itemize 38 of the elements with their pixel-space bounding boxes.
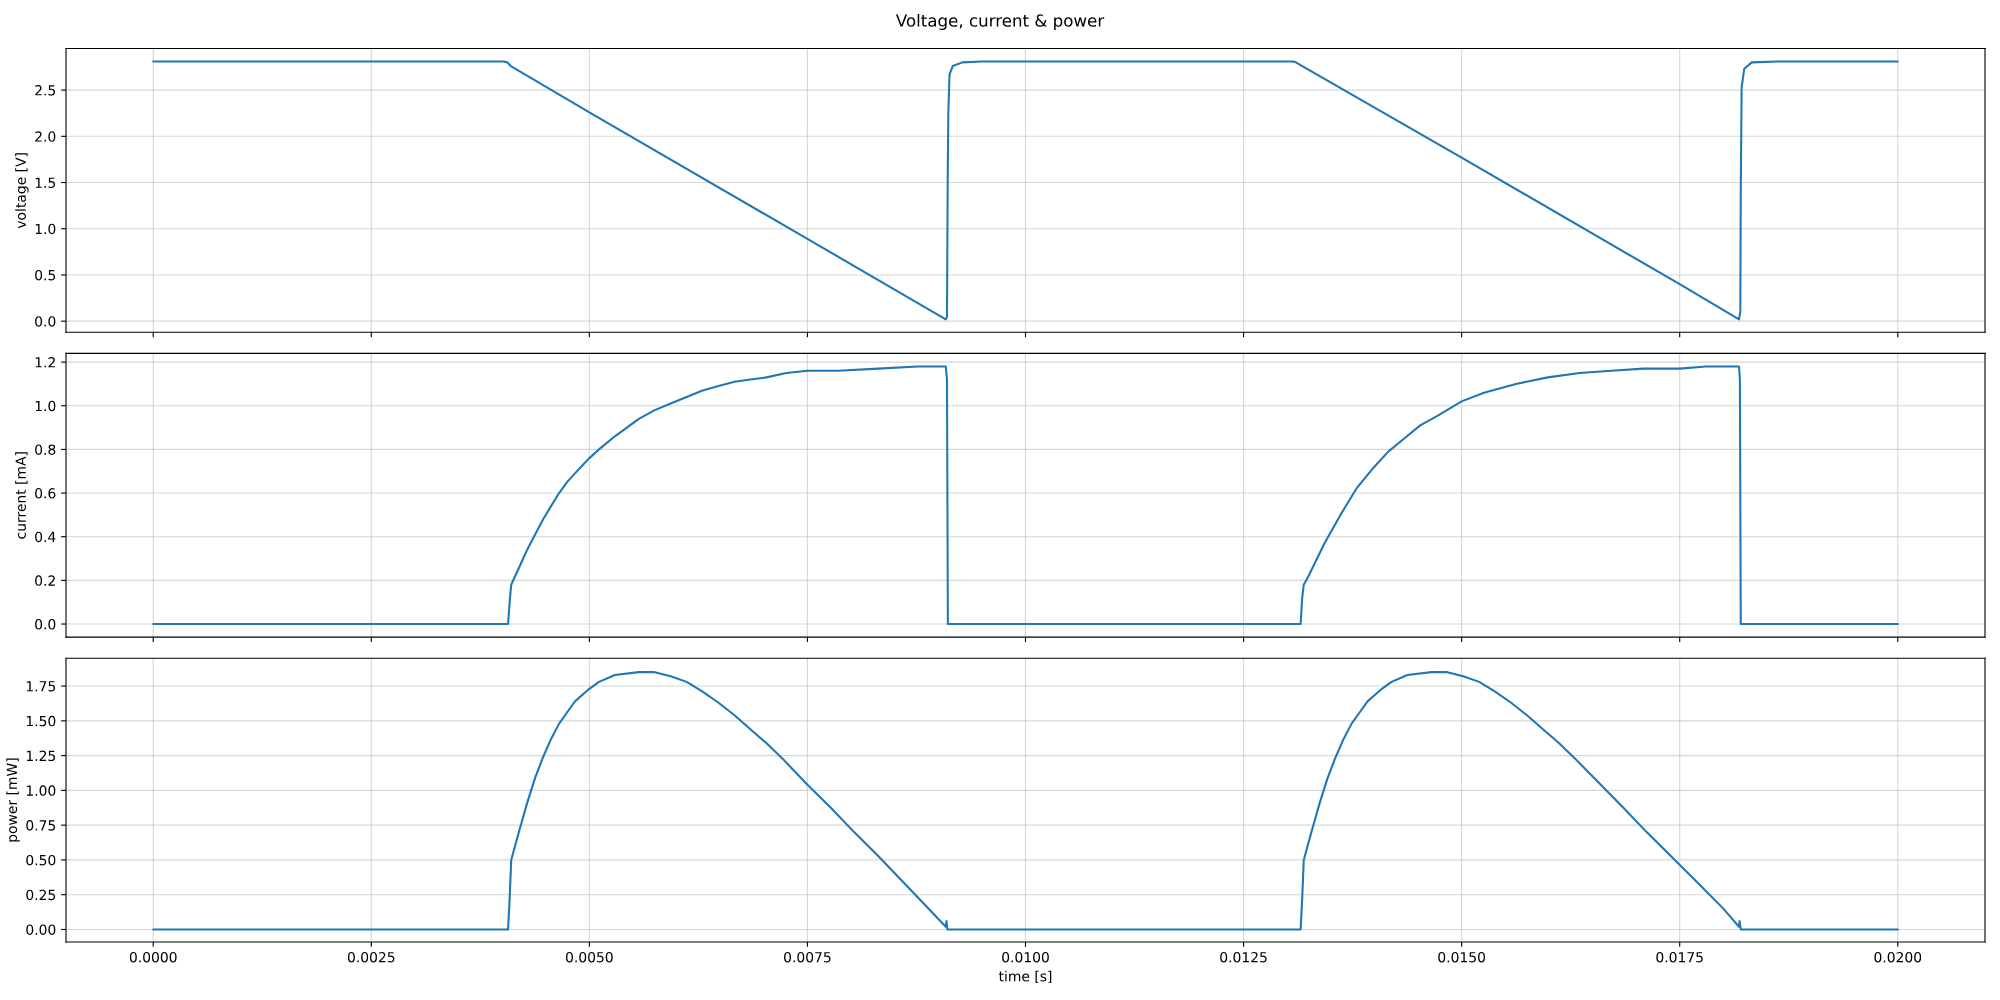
x-tick-label: 0.0100 <box>1002 951 1049 963</box>
y-tick-label: 0.2 <box>35 575 55 586</box>
y-tick-label: 2.5 <box>35 85 56 96</box>
x-tick-label: 0.0050 <box>565 951 613 963</box>
y-tick-label: 0.0 <box>35 619 56 630</box>
x-tick-label: 0.0000 <box>129 951 177 963</box>
y-tick-label: 0.8 <box>35 444 56 455</box>
x-tick-label: 0.0025 <box>347 951 395 963</box>
y-tick-label: 0.6 <box>35 488 56 499</box>
y-tick-label: 1.00 <box>26 785 56 796</box>
y-tick-label: 1.0 <box>35 223 56 235</box>
y-tick-label: 0.5 <box>35 269 56 281</box>
y-tick-label: 2.0 <box>35 131 56 142</box>
x-axis-title: time [s] <box>998 970 1052 984</box>
y-tick-label: 0.4 <box>35 531 56 543</box>
y-tick-label: 1.25 <box>26 750 56 762</box>
y-tick-label: 0.0 <box>35 316 56 327</box>
x-tick-label: 0.0075 <box>784 951 831 963</box>
line-series <box>152 671 1899 931</box>
line-series <box>152 365 1899 626</box>
y-axis-title: voltage [V] <box>15 153 29 229</box>
x-tick-label: 0.0150 <box>1438 951 1486 963</box>
x-tick-label: 0.0200 <box>1874 951 1922 963</box>
x-tick-label: 0.0125 <box>1220 951 1267 963</box>
x-tick-label: 0.0175 <box>1656 951 1703 963</box>
y-tick-label: 1.2 <box>35 357 55 368</box>
y-tick-label: 0.00 <box>26 924 56 935</box>
y-tick-label: 0.25 <box>26 889 56 901</box>
y-tick-label: 1.0 <box>35 400 56 412</box>
y-tick-label: 1.5 <box>35 177 56 188</box>
y-axis-title: current [mA] <box>15 452 28 539</box>
y-tick-label: 0.50 <box>26 854 56 866</box>
y-tick-label: 1.75 <box>26 681 56 692</box>
line-series <box>152 60 1899 321</box>
y-tick-label: 0.75 <box>26 820 56 831</box>
y-axis-title: power [mW] <box>6 758 20 842</box>
chart-title: Voltage, current & power <box>895 13 1105 31</box>
y-tick-label: 1.50 <box>26 715 56 727</box>
